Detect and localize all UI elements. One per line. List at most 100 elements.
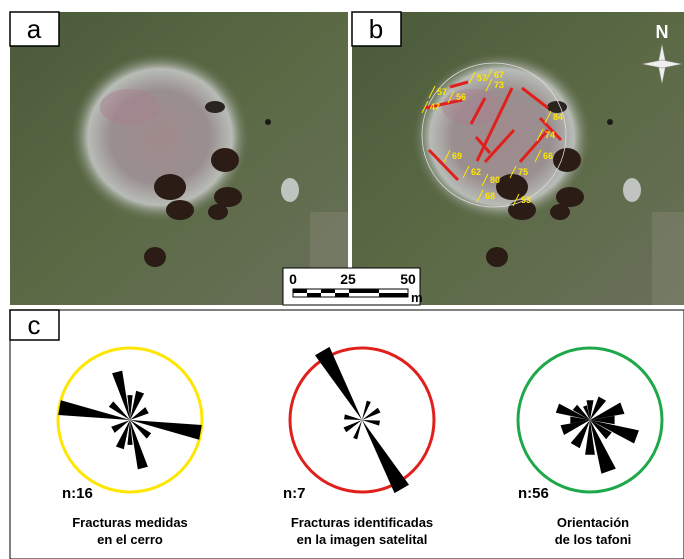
outline xyxy=(421,62,567,208)
rose-caption: en el cerro xyxy=(97,532,163,547)
dip-label: 47 xyxy=(430,102,440,112)
dip-label: 62 xyxy=(471,167,481,177)
rose-petal xyxy=(583,405,590,420)
rose-petal xyxy=(590,420,639,444)
rose-caption: de los tafoni xyxy=(555,532,632,547)
rose-petal xyxy=(353,420,362,440)
dip-label: 75 xyxy=(518,167,528,177)
rose-petal xyxy=(130,420,148,470)
rose-petal xyxy=(127,420,133,445)
rose-diagram: n:7 Fracturas identificadas en la imagen s… xyxy=(283,346,436,547)
rose-petal xyxy=(572,404,590,420)
dip-label: 67 xyxy=(494,70,504,80)
strike-line xyxy=(485,78,493,92)
rose-petal xyxy=(590,402,625,420)
rose-diagram: n:56 Orientación de los tafoni xyxy=(516,346,664,547)
strike-line xyxy=(468,71,476,85)
dip-label: 57 xyxy=(477,73,487,83)
rose-caption: Fracturas medidas xyxy=(72,515,188,530)
rose-petal xyxy=(362,400,371,420)
north-arrow: N xyxy=(641,22,683,85)
rose-count: n:7 xyxy=(283,485,306,502)
dip-label: 73 xyxy=(494,80,504,90)
panel-label: a xyxy=(27,14,42,44)
rose-petal xyxy=(590,420,616,474)
rose-circle xyxy=(56,346,204,494)
rose-petal xyxy=(590,396,607,420)
rose-petal xyxy=(362,407,381,420)
rose-caption: Fracturas identificadas xyxy=(291,515,433,530)
scale-tick: 50 xyxy=(400,271,416,287)
photo-a xyxy=(10,12,348,305)
rose-petal xyxy=(127,395,133,420)
dip-label: 66 xyxy=(543,151,553,161)
strike-line xyxy=(443,149,451,163)
rose-petal xyxy=(108,401,130,420)
fracture-line xyxy=(518,129,550,163)
rose-petal xyxy=(362,420,380,426)
rose-petal xyxy=(586,400,594,420)
strike-line xyxy=(481,173,489,187)
dip-label: 57 xyxy=(437,87,447,97)
fracture-line xyxy=(538,116,563,142)
strike-line xyxy=(462,165,470,179)
fracture-line xyxy=(449,80,469,89)
dip-label: 74 xyxy=(545,130,555,140)
strike-line xyxy=(476,189,484,203)
dip-label: 80 xyxy=(490,175,500,185)
rose-caption: Orientación xyxy=(557,515,629,530)
fracture-line xyxy=(469,97,487,125)
rose-petal xyxy=(343,420,362,433)
panel-label: c xyxy=(28,310,41,340)
rose-petal xyxy=(130,390,145,420)
rose-petal xyxy=(130,407,149,420)
rose-petal xyxy=(362,420,409,494)
scale-tick: 25 xyxy=(340,271,356,287)
rose-petal xyxy=(112,370,130,420)
rose-petal xyxy=(560,420,590,435)
rose-petal xyxy=(570,420,590,449)
rose-petal xyxy=(130,420,202,440)
label-box xyxy=(9,309,60,341)
rose-petal xyxy=(58,400,131,420)
dip-label: 53 xyxy=(521,195,531,205)
rose-petal xyxy=(555,403,590,420)
rose-circle xyxy=(288,346,436,494)
strike-line xyxy=(447,90,455,104)
photo-b xyxy=(352,12,684,305)
strike-line xyxy=(428,85,436,99)
strike-line xyxy=(509,165,517,179)
rose-count: n:16 xyxy=(62,485,93,502)
dip-label: 84 xyxy=(553,112,563,122)
rose-petal xyxy=(130,420,152,439)
rose-petal xyxy=(111,420,130,433)
fracture-line xyxy=(483,128,516,164)
rose-petal xyxy=(590,420,612,440)
rose-petal xyxy=(315,346,362,420)
scale-bar: 0 25 50 m xyxy=(282,267,423,306)
strike-line xyxy=(512,193,520,207)
dip-label: 69 xyxy=(452,151,462,161)
strike-line xyxy=(536,128,544,142)
strike-line xyxy=(544,110,552,124)
rose-petal xyxy=(570,416,590,424)
rose-petal xyxy=(585,420,595,455)
rose-count: n:56 xyxy=(518,485,549,502)
dip-label: 56 xyxy=(456,92,466,102)
rose-petal xyxy=(115,420,130,450)
rose-caption: en la imagen satelital xyxy=(297,532,428,547)
strike-line xyxy=(421,100,429,114)
rose-petal xyxy=(344,414,362,420)
scale-unit: m xyxy=(411,290,423,305)
rose-diagram: n:16 Fracturas medidas en el cerro xyxy=(56,346,204,547)
fracture-line xyxy=(475,87,514,162)
fracture-line xyxy=(521,86,549,110)
fracture-line xyxy=(424,98,463,110)
strike-line xyxy=(485,68,493,82)
north-label: N xyxy=(656,22,669,42)
rose-circle xyxy=(516,346,664,494)
fracture-line xyxy=(474,136,492,154)
fracture-line xyxy=(427,148,460,182)
